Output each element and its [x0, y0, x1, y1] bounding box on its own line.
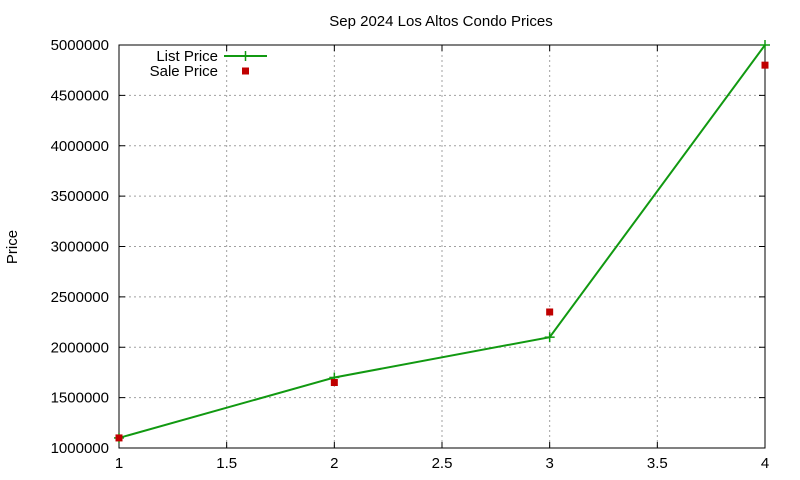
data-point-list-price	[544, 332, 555, 343]
y-tick-label: 2500000	[51, 289, 109, 306]
y-tick-label: 1000000	[51, 440, 109, 457]
x-tick-label: 4	[761, 455, 769, 472]
tick-layer: 1 1.5 2 2.5 3 3.5 4 1000000 1500000 2000000 250000…	[51, 37, 770, 472]
y-axis-label: Price	[4, 230, 21, 264]
legend-plus-marker	[240, 51, 251, 61]
legend-label-list-price: List Price	[156, 48, 218, 65]
data-point-sale-price	[330, 379, 338, 387]
legend-label-sale-price: Sale Price	[150, 63, 218, 80]
x-tick-label: 1	[115, 455, 123, 472]
legend-marker-list-price	[240, 51, 251, 61]
grid-layer	[119, 45, 765, 448]
data-point-list-price	[760, 40, 770, 50]
series-line-list-price	[118, 44, 766, 439]
x-tick-label: 1.5	[216, 455, 237, 472]
x-tick-label: 2	[330, 455, 338, 472]
y-tick-label: 4500000	[51, 87, 109, 104]
series-layer	[114, 40, 770, 443]
x-tick-label: 3	[545, 455, 553, 472]
y-tick-label: 3500000	[51, 188, 109, 205]
y-tick-label: 2000000	[51, 339, 109, 356]
x-tick-label: 3.5	[647, 455, 668, 472]
legend: List Price Sale Price	[150, 48, 267, 80]
data-point-sale-price	[546, 308, 554, 316]
legend-marker-sale-price	[242, 67, 249, 75]
chart-title: Sep 2024 Los Altos Condo Prices	[329, 13, 552, 30]
y-tick-label: 4000000	[51, 138, 109, 155]
y-tick-label: 1500000	[51, 390, 109, 407]
data-point-sale-price	[761, 61, 769, 69]
data-point-sale-price	[115, 434, 123, 442]
y-tick-label: 3000000	[51, 239, 109, 256]
y-tick-label: 5000000	[51, 37, 109, 54]
x-tick-label: 2.5	[432, 455, 453, 472]
